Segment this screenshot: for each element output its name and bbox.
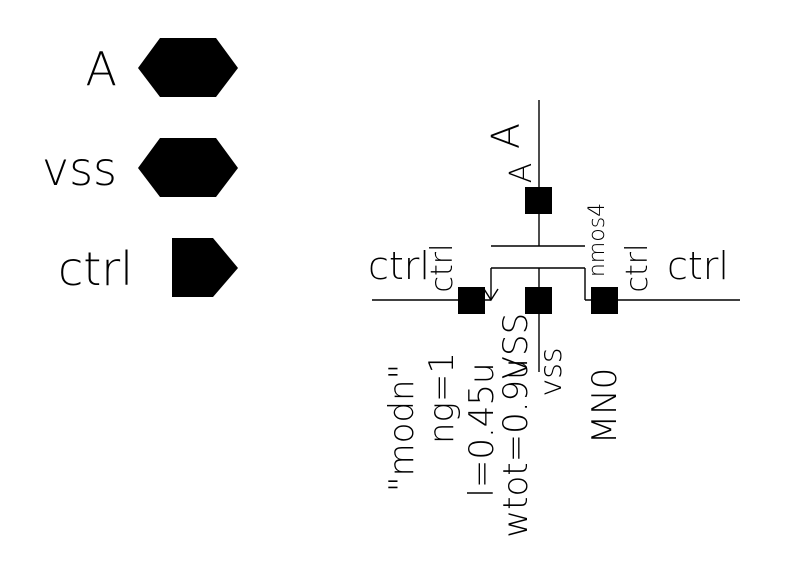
source-arrow-icon — [483, 288, 499, 302]
net-label-left: ctrl — [368, 244, 430, 288]
gate-terminal[interactable] — [458, 287, 485, 314]
length-label: l=0.45u — [462, 362, 502, 497]
net-label-right: ctrl — [667, 244, 729, 288]
wtot-label: wtot=0.9u — [496, 358, 536, 537]
model-label: "modn" — [382, 364, 422, 492]
drain-terminal[interactable] — [525, 187, 552, 214]
ng-label: ng=1 — [422, 352, 462, 444]
cell-name-label: nmos4 — [585, 203, 610, 277]
nmos4-symbol — [372, 100, 740, 372]
pin-ctrl-icon[interactable] — [172, 238, 238, 297]
terminal-label-gate: ctrl — [425, 244, 460, 293]
pin-label-a: A — [86, 42, 117, 96]
bulk-param-label: VSS — [496, 313, 536, 379]
pin-label-vss: vss — [42, 142, 117, 196]
net-label-top: A — [484, 123, 528, 149]
terminal-label-drain: A — [504, 163, 539, 184]
pin-label-ctrl: ctrl — [58, 242, 133, 296]
terminal-label-bulk: vss — [534, 347, 569, 396]
pin-vss-icon[interactable] — [138, 138, 238, 197]
source-terminal[interactable] — [591, 287, 618, 314]
pin-legend: A vss ctrl — [42, 38, 238, 297]
terminal-label-source: ctrl — [620, 244, 655, 293]
instance-name-label: MN0 — [585, 368, 625, 444]
pin-a-icon[interactable] — [138, 38, 238, 97]
bulk-terminal[interactable] — [525, 287, 552, 314]
